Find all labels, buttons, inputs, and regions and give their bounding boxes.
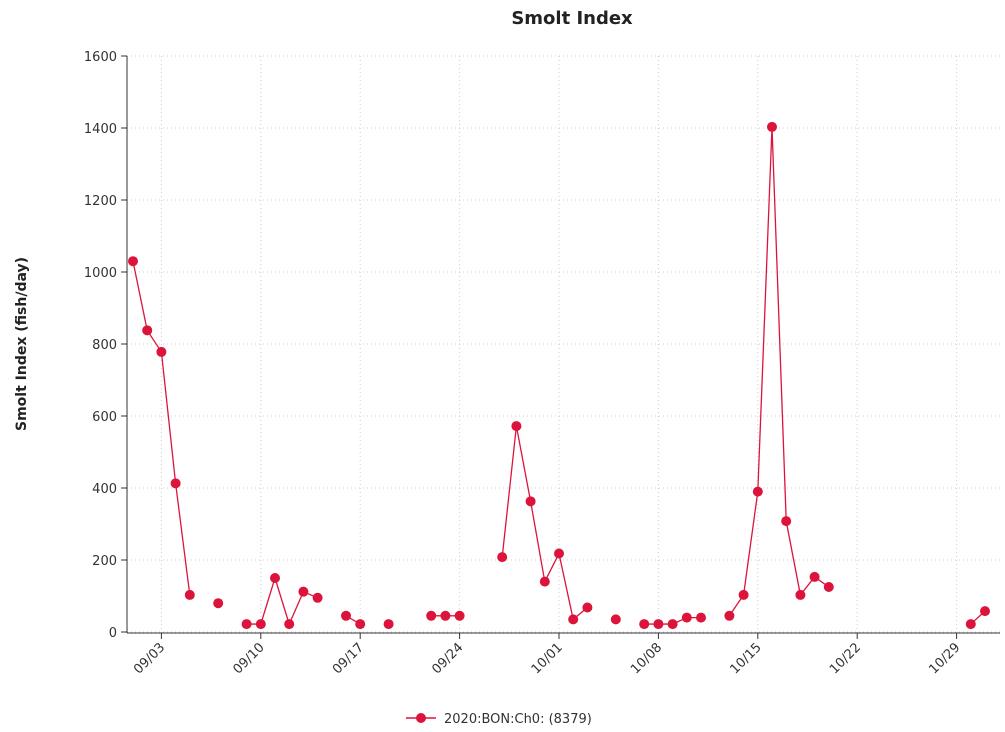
x-tick-label: 10/29 (926, 640, 963, 677)
data-point (696, 612, 706, 623)
data-point (255, 619, 266, 630)
grid (127, 55, 1000, 633)
data-point (681, 612, 692, 623)
x-tick-label: 10/15 (728, 640, 765, 677)
y-tick-label: 800 (92, 338, 117, 353)
data-point (639, 619, 650, 630)
plot (128, 121, 990, 630)
data-point (284, 619, 295, 630)
data-point (270, 573, 280, 583)
data-point (965, 619, 976, 630)
x-tick-label: 10/22 (827, 640, 864, 677)
data-point (582, 602, 593, 613)
data-point (128, 256, 138, 267)
data-point (823, 582, 834, 592)
y-tick-label: 0 (109, 626, 117, 641)
data-point (241, 619, 252, 630)
data-point (752, 486, 763, 497)
chart-title: Smolt Index (511, 8, 633, 29)
legend-label: 2020:BON:Ch0: (8379) (444, 712, 592, 727)
data-point (355, 619, 366, 630)
data-point (724, 610, 735, 621)
data-point (653, 619, 664, 630)
data-point (539, 576, 550, 587)
y-tick-label: 1000 (84, 266, 117, 281)
data-point (426, 610, 437, 621)
data-point (795, 589, 806, 600)
data-point (341, 610, 351, 621)
data-point (511, 421, 522, 432)
data-point (156, 346, 167, 357)
data-point (767, 121, 777, 132)
y-tick-label: 1200 (84, 194, 117, 209)
y-tick-label: 400 (92, 482, 117, 497)
data-point (298, 586, 309, 597)
y-tick-label: 1400 (84, 122, 117, 137)
legend-marker (416, 713, 426, 723)
x-tick-label: 09/24 (429, 640, 466, 677)
data-point (568, 614, 579, 625)
data-point (781, 516, 792, 527)
y-axis-label: Smolt Index (fish/day) (14, 257, 30, 431)
x-tick-label: 09/03 (131, 640, 168, 677)
y-tick-label: 200 (92, 554, 117, 569)
data-point (610, 614, 621, 625)
data-point (809, 571, 820, 582)
data-point (440, 610, 451, 621)
data-point (454, 610, 465, 621)
data-point (213, 598, 224, 609)
data-point (738, 589, 749, 600)
data-point (312, 592, 323, 603)
data-point (383, 619, 394, 630)
x-tick-label: 09/17 (330, 640, 367, 677)
data-point (525, 496, 536, 507)
x-tick-label: 09/10 (231, 640, 268, 677)
data-point (980, 606, 990, 617)
y-tick-label: 1600 (84, 50, 117, 65)
data-point (667, 619, 678, 630)
data-point (170, 478, 181, 489)
x-tick-label: 10/08 (628, 640, 665, 677)
x-tick-label: 10/01 (529, 640, 566, 677)
data-point (554, 548, 564, 559)
y-tick-label: 600 (92, 410, 117, 425)
data-point (497, 552, 508, 563)
data-point (184, 589, 195, 600)
data-point (142, 325, 153, 336)
